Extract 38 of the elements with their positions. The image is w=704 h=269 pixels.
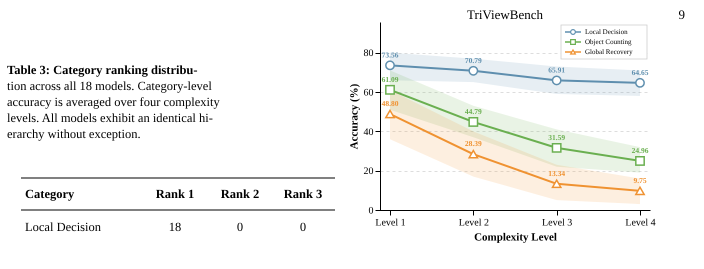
- text: accuracy is averaged over four complexity: [7, 95, 220, 109]
- point: [385, 60, 395, 70]
- y-tick-label: 0: [368, 206, 374, 216]
- text: 0: [236, 220, 244, 234]
- x-axis-title: Complexity Level: [474, 232, 557, 244]
- text: 0: [300, 220, 306, 234]
- x-tick-label: Level 2: [458, 218, 489, 228]
- point: [635, 186, 645, 196]
- text: 18: [168, 220, 182, 234]
- point: [385, 84, 395, 95]
- point: [385, 110, 395, 118]
- text: Rank 1: [156, 187, 194, 201]
- point: [552, 179, 562, 188]
- point: [468, 66, 478, 76]
- point: [468, 116, 478, 127]
- x-tick-label: Level 4: [625, 218, 656, 228]
- text: TriViewBench: [466, 7, 544, 22]
- y-axis-title: Accuracy (%): [348, 83, 360, 150]
- point: [468, 150, 478, 159]
- text: Local Decision: [25, 220, 102, 234]
- text: levels. All models exhibit an identical hi-: [7, 111, 213, 125]
- text: erarchy without exception.: [7, 127, 141, 141]
- y-tick-label: 20: [364, 166, 374, 178]
- text: Rank 3: [284, 187, 322, 201]
- point: [552, 142, 562, 153]
- text: tion across all 18 models. Category-level: [7, 79, 212, 93]
- text: Rank 2: [220, 187, 260, 201]
- text: Category: [25, 187, 76, 201]
- y-tick-label: 80: [364, 48, 374, 60]
- x-tick-label: Level 1: [375, 218, 406, 228]
- caption: Table 3: Category ranking distribu-: [7, 63, 198, 77]
- y-tick-label: 40: [364, 126, 374, 138]
- text: 9: [678, 7, 685, 22]
- point: [552, 75, 562, 86]
- point: [635, 156, 645, 166]
- point: [635, 78, 645, 88]
- x-tick-label: Level 3: [542, 218, 572, 228]
- y-tick-label: 60: [364, 88, 374, 99]
